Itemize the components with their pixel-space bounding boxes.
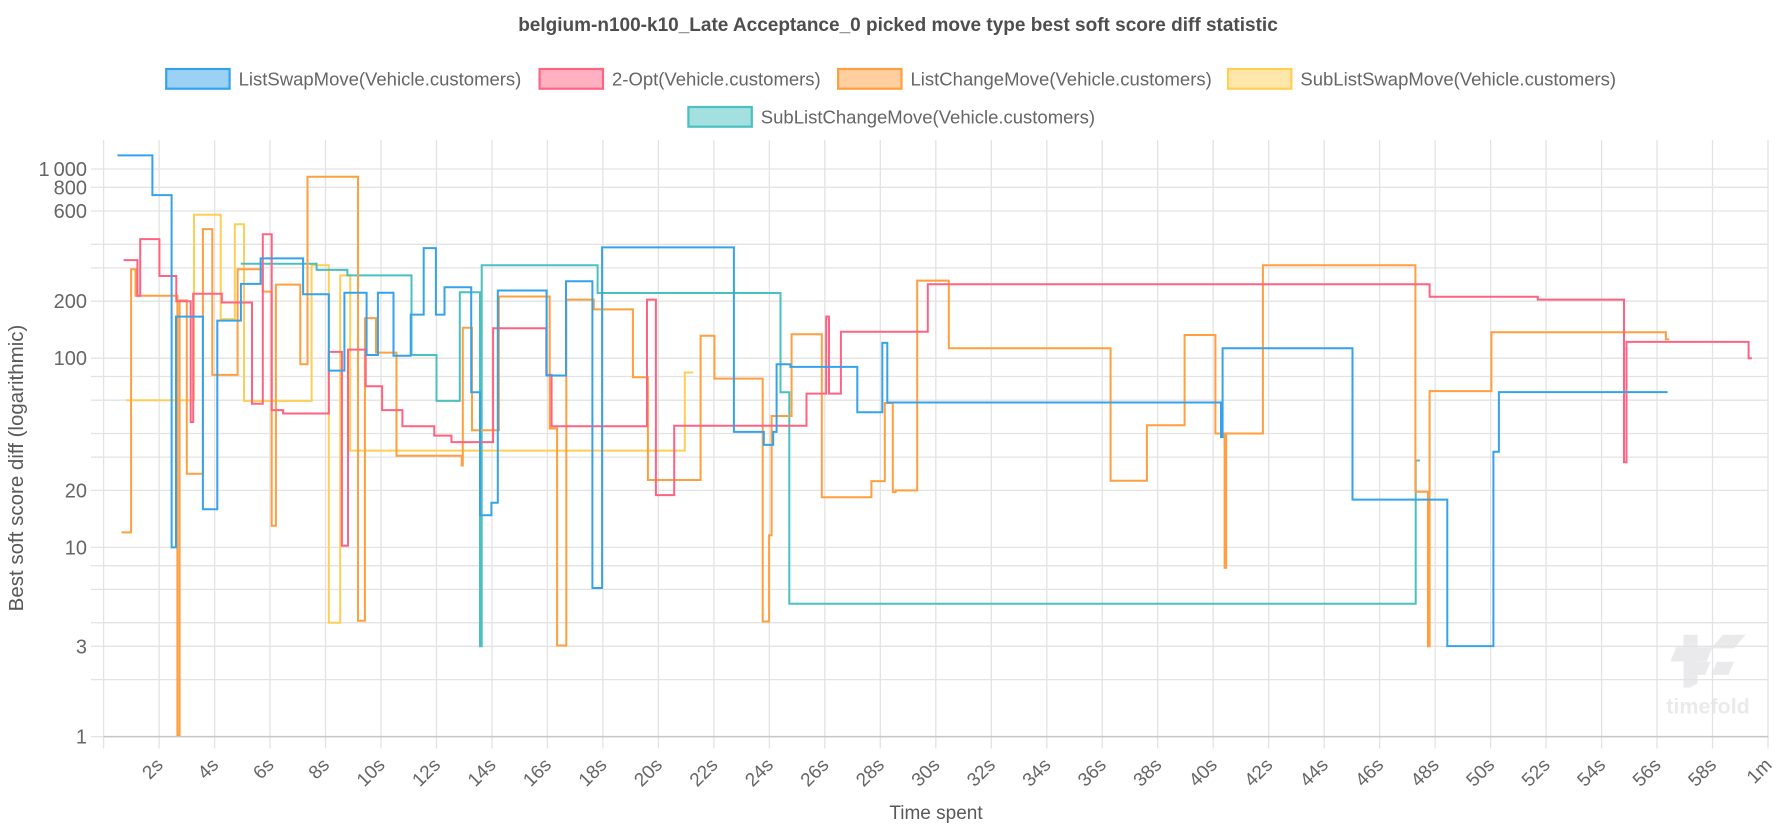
svg-text:600: 600 bbox=[54, 201, 87, 223]
svg-text:200: 200 bbox=[54, 291, 87, 313]
svg-text:3: 3 bbox=[76, 636, 87, 658]
svg-text:ListChangeMove(Vehicle.custome: ListChangeMove(Vehicle.customers) bbox=[911, 69, 1212, 90]
svg-text:SubListChangeMove(Vehicle.cust: SubListChangeMove(Vehicle.customers) bbox=[761, 107, 1095, 128]
svg-text:SubListSwapMove(Vehicle.custom: SubListSwapMove(Vehicle.customers) bbox=[1300, 69, 1616, 90]
svg-text:800: 800 bbox=[54, 177, 87, 199]
svg-text:10: 10 bbox=[65, 537, 87, 559]
svg-text:20: 20 bbox=[65, 480, 87, 502]
svg-text:Best soft score diff (logarith: Best soft score diff (logarithmic) bbox=[5, 325, 28, 612]
svg-text:1: 1 bbox=[76, 727, 87, 749]
svg-text:100: 100 bbox=[54, 348, 87, 370]
svg-text:belgium-n100-k10_Late Acceptan: belgium-n100-k10_Late Acceptance_0 picke… bbox=[518, 15, 1278, 36]
svg-text:2-Opt(Vehicle.customers): 2-Opt(Vehicle.customers) bbox=[612, 69, 821, 90]
svg-text:Time spent: Time spent bbox=[889, 803, 983, 824]
svg-text:timefold: timefold bbox=[1666, 695, 1750, 719]
svg-text:ListSwapMove(Vehicle.customers: ListSwapMove(Vehicle.customers) bbox=[239, 69, 522, 90]
svg-text:1 000: 1 000 bbox=[39, 159, 88, 181]
